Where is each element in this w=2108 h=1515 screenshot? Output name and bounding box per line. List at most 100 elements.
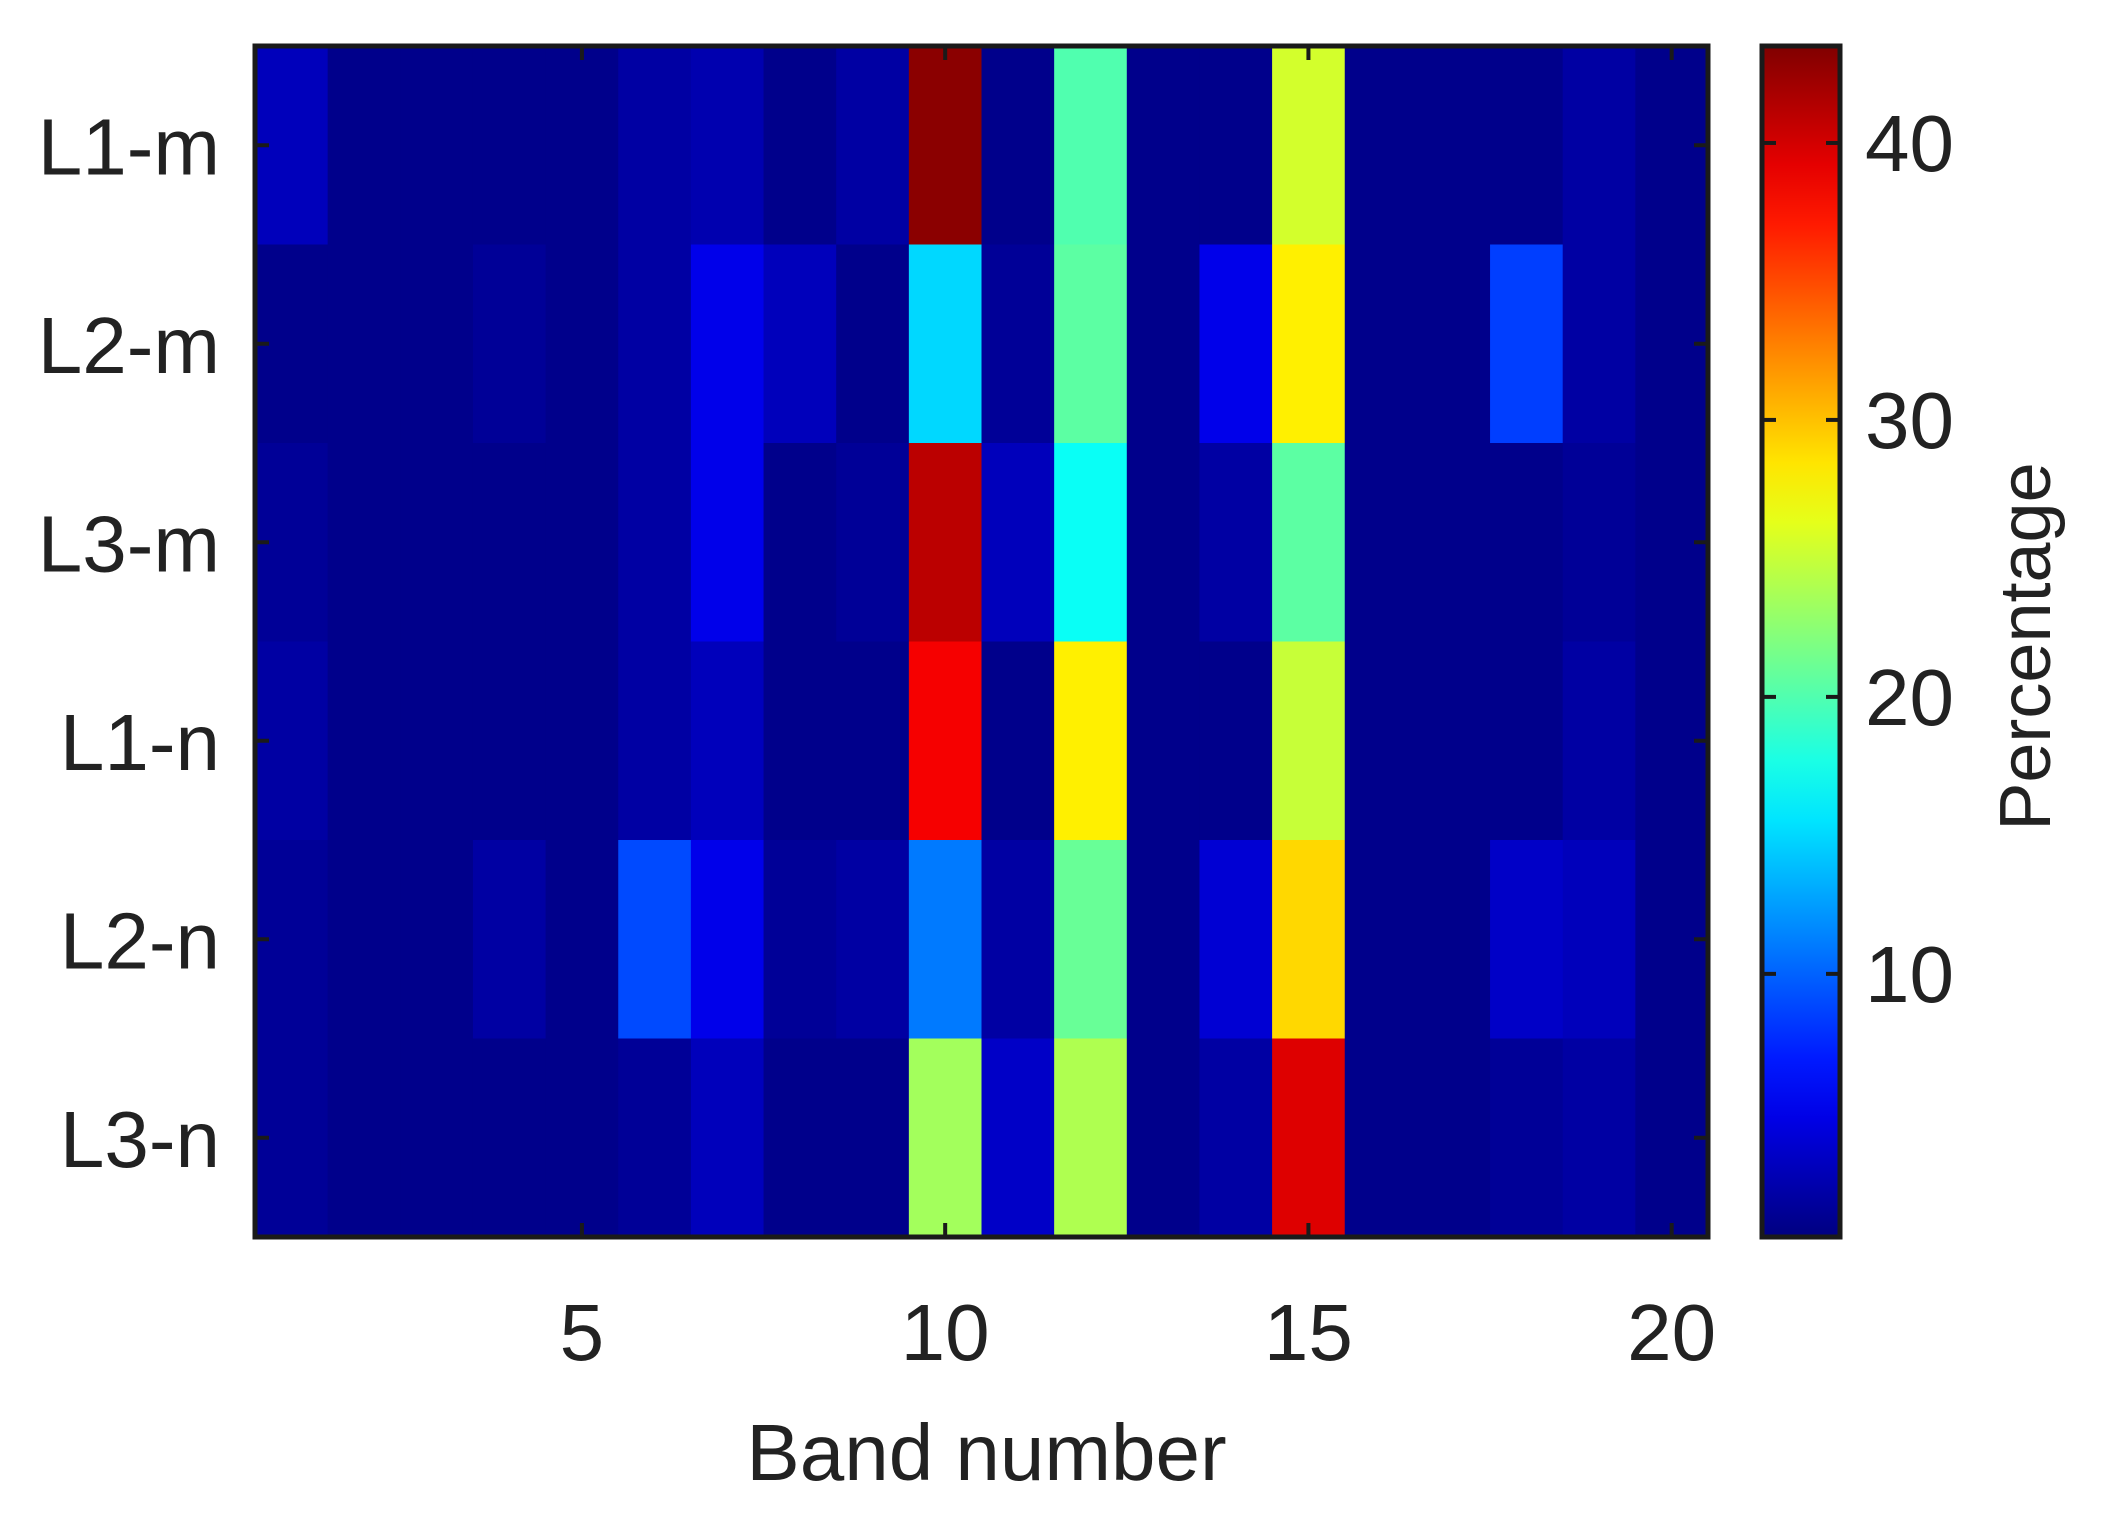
heatmap-cell: [400, 244, 474, 444]
heatmap-cell: [1126, 1038, 1201, 1238]
heatmap-cell: [1417, 641, 1491, 841]
heatmap-cell: [1417, 840, 1491, 1040]
heatmap-cell: [690, 1038, 765, 1238]
colorbar: [1762, 46, 1840, 1237]
x-tick-label: 5: [560, 1288, 605, 1377]
heatmap-cell: [400, 1038, 474, 1238]
heatmap-cell: [327, 1038, 401, 1238]
heatmap-cell: [1199, 641, 1273, 841]
heatmap-cell: [690, 244, 765, 444]
heatmap-cell: [327, 443, 401, 643]
heatmap-cell: [1054, 46, 1128, 246]
heatmap-cell: [836, 1038, 910, 1238]
heatmap-cell: [1272, 46, 1346, 246]
heatmap-cell: [1562, 641, 1636, 841]
heatmap-cell: [1126, 443, 1201, 643]
heatmap-cell: [763, 840, 837, 1040]
heatmap-cell: [908, 46, 983, 246]
heatmap-cell: [327, 641, 401, 841]
heatmap-cell: [618, 641, 692, 841]
heatmap-cell: [1054, 443, 1128, 643]
heatmap-cell: [908, 244, 983, 444]
heatmap-cell: [1490, 840, 1564, 1040]
heatmap-cell: [1490, 46, 1564, 246]
heatmap-cell: [836, 443, 910, 643]
heatmap-cell: [400, 46, 474, 246]
colorbar-tick-label: 10: [1865, 930, 1954, 1019]
colorbar-tick-label: 20: [1865, 653, 1954, 742]
heatmap-cell: [1562, 244, 1636, 444]
heatmap-cell: [981, 244, 1055, 444]
heatmap-cell: [472, 1038, 547, 1238]
heatmap-cell: [472, 244, 547, 444]
heatmap-cell: [1126, 46, 1201, 246]
x-tick-label: 10: [901, 1288, 990, 1377]
heatmap-cell: [763, 443, 837, 643]
colorbar-frame: [1759, 43, 1843, 1240]
heatmap-cell: [472, 46, 547, 246]
colorbar-tick-label: 30: [1865, 376, 1954, 465]
heatmap-cell: [1562, 1038, 1636, 1238]
heatmap-cell: [327, 46, 401, 246]
heatmap-cell: [1490, 641, 1564, 841]
x-tick-label: 20: [1627, 1288, 1716, 1377]
heatmap-cell: [908, 840, 983, 1040]
heatmap-cell: [836, 840, 910, 1040]
heatmap-cell: [545, 641, 619, 841]
heatmap-cell: [1344, 840, 1418, 1040]
heatmap-cell: [1417, 46, 1491, 246]
y-tick-label: L3-m: [38, 499, 220, 588]
heatmap-cell: [981, 443, 1055, 643]
y-tick-label: L1-m: [38, 102, 220, 191]
heatmap-cell: [545, 1038, 619, 1238]
y-tick-label: L1-n: [60, 698, 220, 787]
y-tick-label: L2-m: [38, 301, 220, 390]
x-axis-ticks: 5 10 15 20: [560, 46, 1716, 1377]
heatmap-cell: [981, 840, 1055, 1040]
heatmap-cell: [400, 641, 474, 841]
heatmap-cell: [1490, 1038, 1564, 1238]
heatmap-cell: [981, 641, 1055, 841]
y-axis-ticks: L1-m L2-m L3-m L1-n L2-n L3-n: [38, 102, 1708, 1184]
heatmap-cell: [618, 443, 692, 643]
heatmap-cell: [1417, 1038, 1491, 1238]
heatmap-cell: [327, 840, 401, 1040]
heatmap-cell: [1490, 443, 1564, 643]
heatmap-cell: [327, 244, 401, 444]
heatmap-cell: [1562, 443, 1636, 643]
heatmap-cell: [908, 1038, 983, 1238]
heatmap-cell: [908, 641, 983, 841]
heatmap-cells: [255, 46, 1709, 1238]
heatmap-cell: [1490, 244, 1564, 444]
heatmap-cell: [1272, 443, 1346, 643]
heatmap-cell: [763, 244, 837, 444]
heatmap-cell: [618, 1038, 692, 1238]
heatmap-cell: [1054, 1038, 1128, 1238]
heatmap-cell: [1199, 46, 1273, 246]
heatmap-cell: [472, 641, 547, 841]
heatmap-cell: [836, 244, 910, 444]
heatmap-cell: [545, 46, 619, 246]
heatmap-cell: [545, 244, 619, 444]
heatmap-cell: [1562, 840, 1636, 1040]
heatmap-cell: [1199, 840, 1273, 1040]
heatmap-cell: [690, 840, 765, 1040]
heatmap-cell: [763, 1038, 837, 1238]
heatmap-cell: [1199, 1038, 1273, 1238]
heatmap-cell: [472, 443, 547, 643]
heatmap-cell: [545, 443, 619, 643]
colorbar-label: Percentage: [1986, 462, 2066, 830]
plot-frame: [252, 43, 1711, 1240]
heatmap-cell: [690, 443, 765, 643]
heatmap-cell: [981, 1038, 1055, 1238]
heatmap-cell: [1126, 641, 1201, 841]
heatmap-cell: [908, 443, 983, 643]
heatmap-cell: [1199, 244, 1273, 444]
heatmap-cell: [400, 443, 474, 643]
x-tick-label: 15: [1264, 1288, 1353, 1377]
heatmap-cell: [763, 46, 837, 246]
heatmap-cell: [981, 46, 1055, 246]
heatmap-cell: [1562, 46, 1636, 246]
heatmap-cell: [1344, 641, 1418, 841]
